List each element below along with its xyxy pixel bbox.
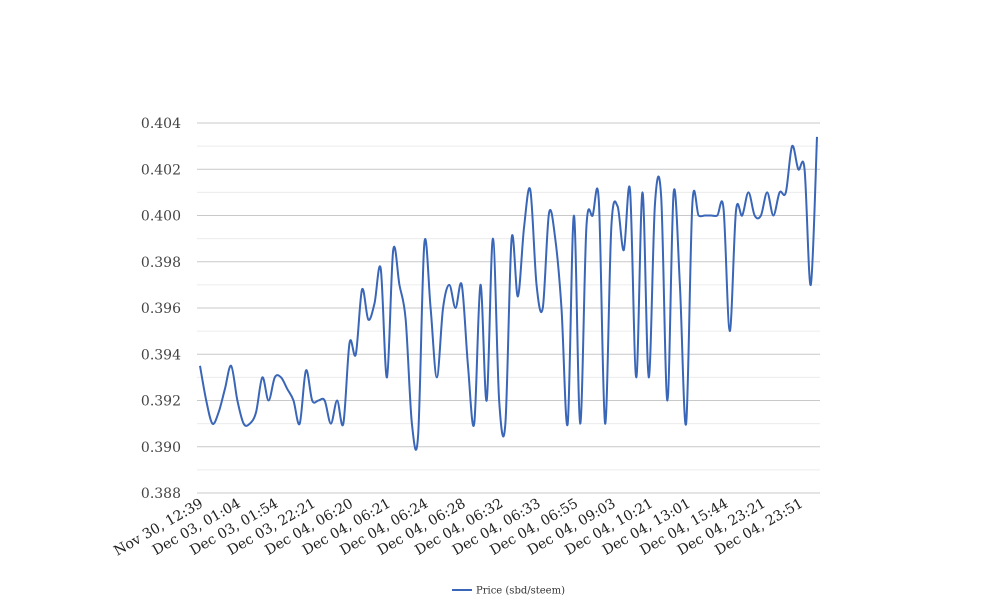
y-tick-label: 0.398: [141, 255, 181, 271]
y-tick-label: 0.400: [141, 209, 181, 225]
series-line-price: [199, 136, 818, 451]
y-tick-label: 0.394: [141, 347, 181, 363]
y-axis: 0.388 0.390 0.392 0.394 0.396 0.398 0.400 0.402…: [141, 116, 181, 502]
plot-area: [199, 136, 818, 451]
legend-label: Price (sbd/steem): [476, 586, 565, 597]
y-tick-label: 0.392: [141, 394, 181, 410]
y-tick-label: 0.390: [141, 440, 181, 456]
legend: Price (sbd/steem): [452, 586, 565, 597]
y-tick-label: 0.404: [141, 116, 181, 132]
y-tick-label: 0.388: [141, 486, 181, 502]
y-tick-label: 0.402: [141, 162, 181, 178]
y-tick-label: 0.396: [141, 301, 181, 317]
